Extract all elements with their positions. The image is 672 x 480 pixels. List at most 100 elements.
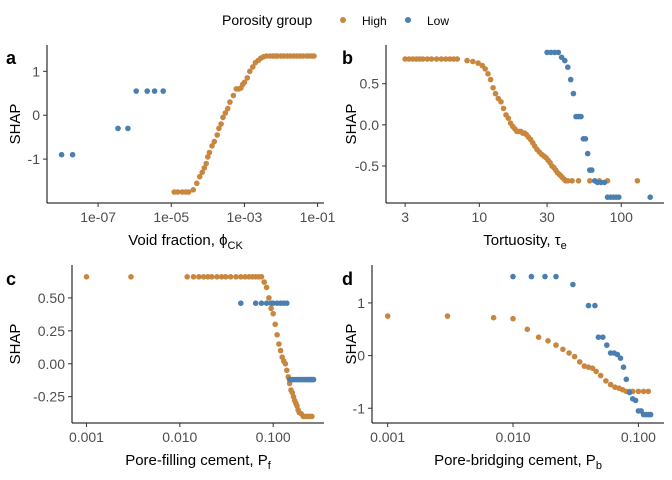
point-high: [487, 76, 494, 83]
point-high: [258, 274, 265, 280]
point-low: [600, 334, 606, 341]
point-high: [470, 58, 476, 65]
x-tick-label: 10: [472, 209, 488, 225]
point-high: [402, 56, 408, 62]
point-high: [270, 310, 277, 317]
point-high: [607, 381, 614, 388]
point-low: [151, 88, 158, 94]
point-high: [83, 274, 90, 280]
point-low: [570, 90, 577, 97]
point-high: [566, 350, 572, 356]
point-high: [603, 378, 609, 384]
point-low: [263, 300, 270, 307]
point-high: [589, 365, 596, 372]
panel-label: c: [6, 269, 16, 289]
y-tick-label: -0.25: [33, 389, 65, 405]
point-low: [562, 57, 568, 64]
panel-d: 0.001 0.010 0.100 -1 0 1d SHAP Pore-bridging ce…: [342, 265, 664, 472]
point-low: [620, 364, 627, 371]
point-high: [490, 85, 496, 91]
y-tick-label: 0.25: [38, 323, 65, 339]
point-high: [576, 359, 583, 365]
point-high: [424, 56, 431, 62]
point-low: [626, 389, 633, 396]
series-high: [171, 53, 317, 195]
point-high: [510, 315, 516, 322]
legend-high-key: [340, 17, 346, 23]
point-high: [206, 149, 213, 156]
point-low: [616, 194, 622, 200]
legend-low-key: [405, 17, 411, 23]
point-low: [125, 125, 131, 132]
series-high: [83, 274, 315, 420]
point-high: [196, 274, 202, 280]
point-high: [490, 314, 497, 321]
point-low: [567, 76, 574, 83]
x-axis-title: Tortuosity, τe: [483, 232, 566, 252]
point-low: [623, 376, 630, 383]
x-tick-label: 0.010: [496, 429, 531, 445]
point-high: [209, 274, 215, 280]
point-high: [274, 332, 280, 338]
x-axis-title: Pore-filling cement, Pf: [125, 452, 272, 472]
point-high: [276, 341, 282, 347]
point-high: [230, 92, 237, 99]
point-high: [640, 388, 647, 395]
point-high: [433, 56, 440, 62]
point-high: [211, 138, 218, 145]
x-tick-label: 1e-07: [80, 209, 116, 225]
y-tick-label: 0: [32, 107, 40, 123]
x-tick-label: 30: [539, 209, 555, 225]
point-high: [545, 338, 551, 344]
point-high: [635, 388, 642, 395]
x-tick-label: 0.001: [69, 429, 104, 445]
point-high: [645, 388, 652, 395]
point-low: [589, 167, 595, 173]
point-low: [617, 355, 624, 362]
point-high: [247, 68, 253, 75]
point-high: [593, 368, 599, 375]
point-low: [58, 151, 65, 158]
point-high: [268, 305, 274, 312]
point-high: [284, 367, 290, 374]
x-axis-title: Pore-bridging cement, Pb: [434, 452, 602, 472]
y-tick-label: 0: [357, 348, 365, 364]
y-tick-label: 0.00: [38, 356, 65, 372]
point-low: [160, 88, 166, 94]
y-tick-label: 1: [357, 295, 365, 311]
point-low: [310, 376, 317, 383]
y-axis-title: SHAP: [343, 324, 360, 365]
y-tick-label: 0.5: [360, 76, 380, 92]
point-high: [266, 295, 272, 301]
point-low: [582, 136, 589, 142]
point-high: [203, 160, 209, 167]
point-low: [544, 49, 550, 56]
point-high: [597, 372, 604, 379]
point-high: [214, 274, 220, 280]
y-tick-label: 0.0: [360, 117, 380, 133]
point-high: [505, 115, 512, 121]
point-low: [595, 334, 602, 341]
point-low: [553, 273, 559, 280]
point-high: [199, 169, 205, 176]
point-low: [647, 411, 654, 418]
point-high: [238, 274, 244, 280]
point-low: [270, 300, 277, 307]
point-high: [535, 334, 542, 341]
point-high: [261, 279, 268, 285]
point-high: [565, 178, 571, 184]
point-high: [250, 64, 256, 70]
point-low: [632, 397, 639, 404]
point-low: [585, 302, 592, 309]
point-high: [438, 56, 445, 62]
point-high: [569, 178, 575, 184]
series-high: [402, 56, 641, 184]
point-high: [241, 79, 248, 86]
point-low: [614, 351, 621, 358]
point-low: [510, 273, 516, 280]
point-high: [492, 90, 499, 97]
point-low: [578, 113, 584, 120]
point-high: [475, 60, 481, 66]
point-high: [201, 165, 208, 171]
